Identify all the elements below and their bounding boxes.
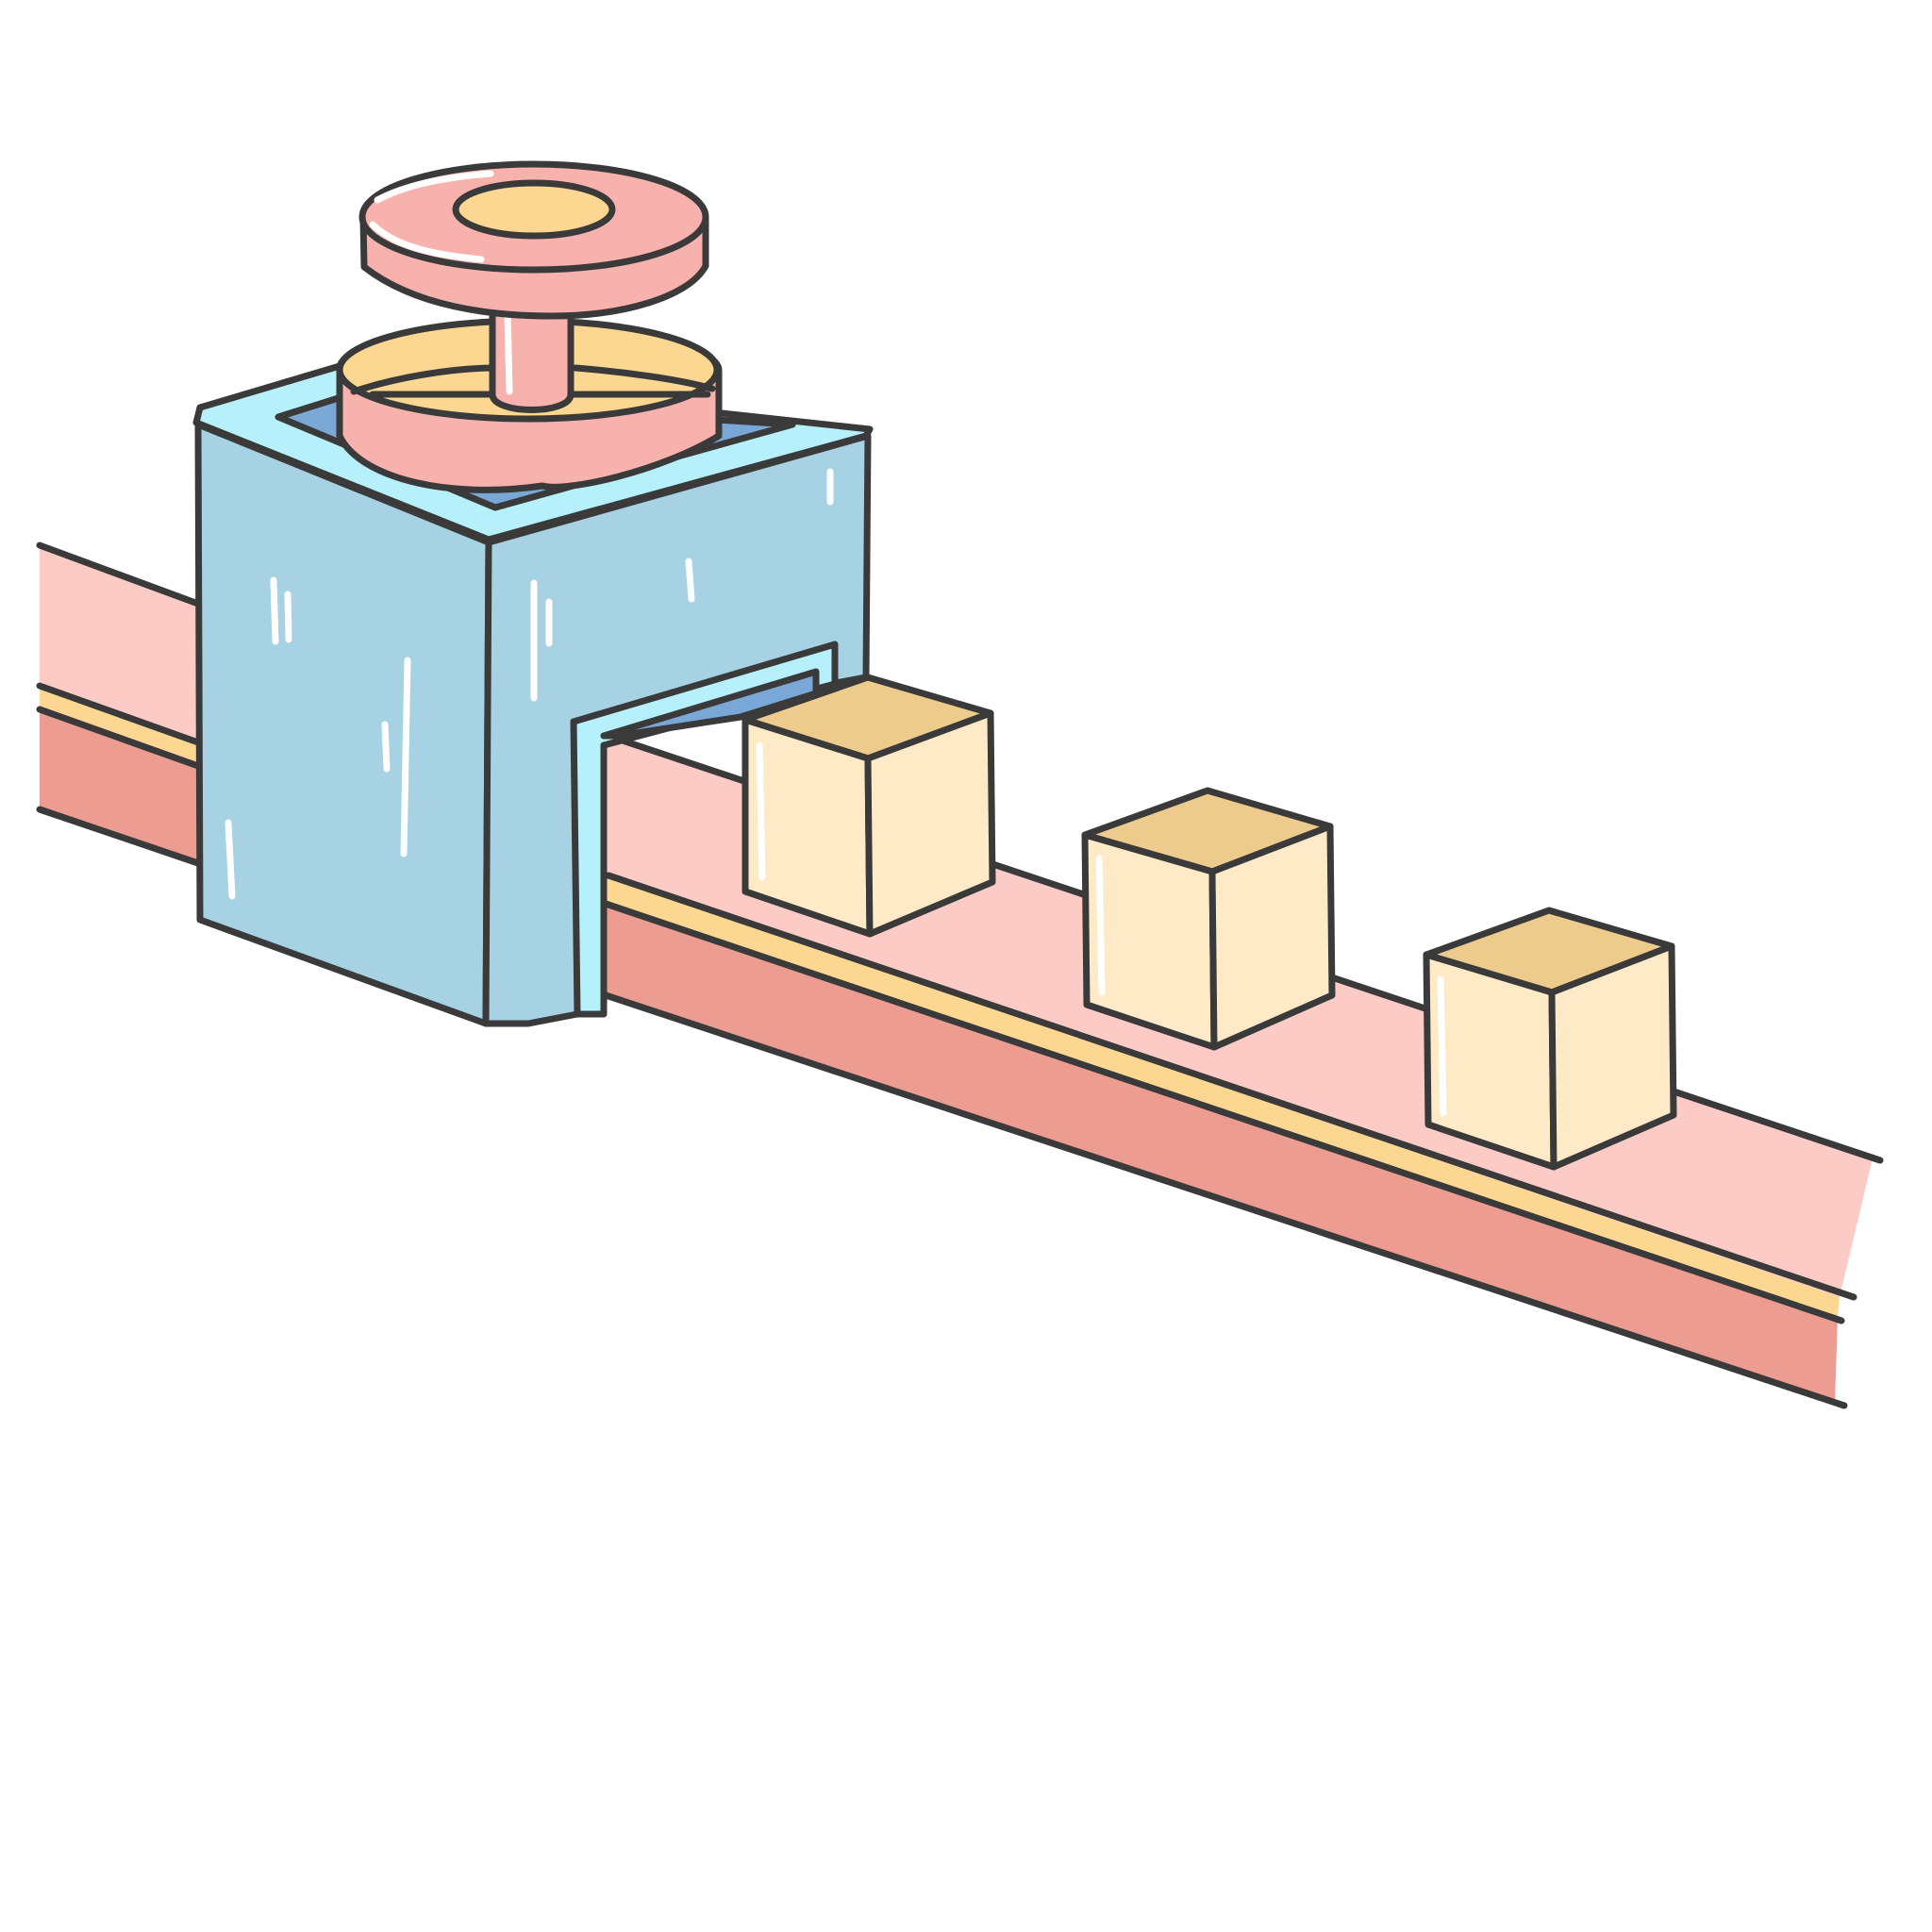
machine-highlights	[225, 468, 834, 900]
press-cap	[358, 160, 709, 320]
packaging-machine	[192, 160, 874, 1027]
press-shaft	[489, 293, 575, 413]
belt-left-side	[40, 706, 198, 863]
box-3	[1423, 907, 1677, 1171]
belt-right-side	[604, 901, 1838, 1404]
belt-left-stripe	[40, 689, 198, 762]
belt-left-top	[40, 547, 198, 745]
belt-right-stripe	[604, 875, 1840, 1316]
box-1	[741, 674, 996, 938]
box-2	[1081, 787, 1336, 1051]
